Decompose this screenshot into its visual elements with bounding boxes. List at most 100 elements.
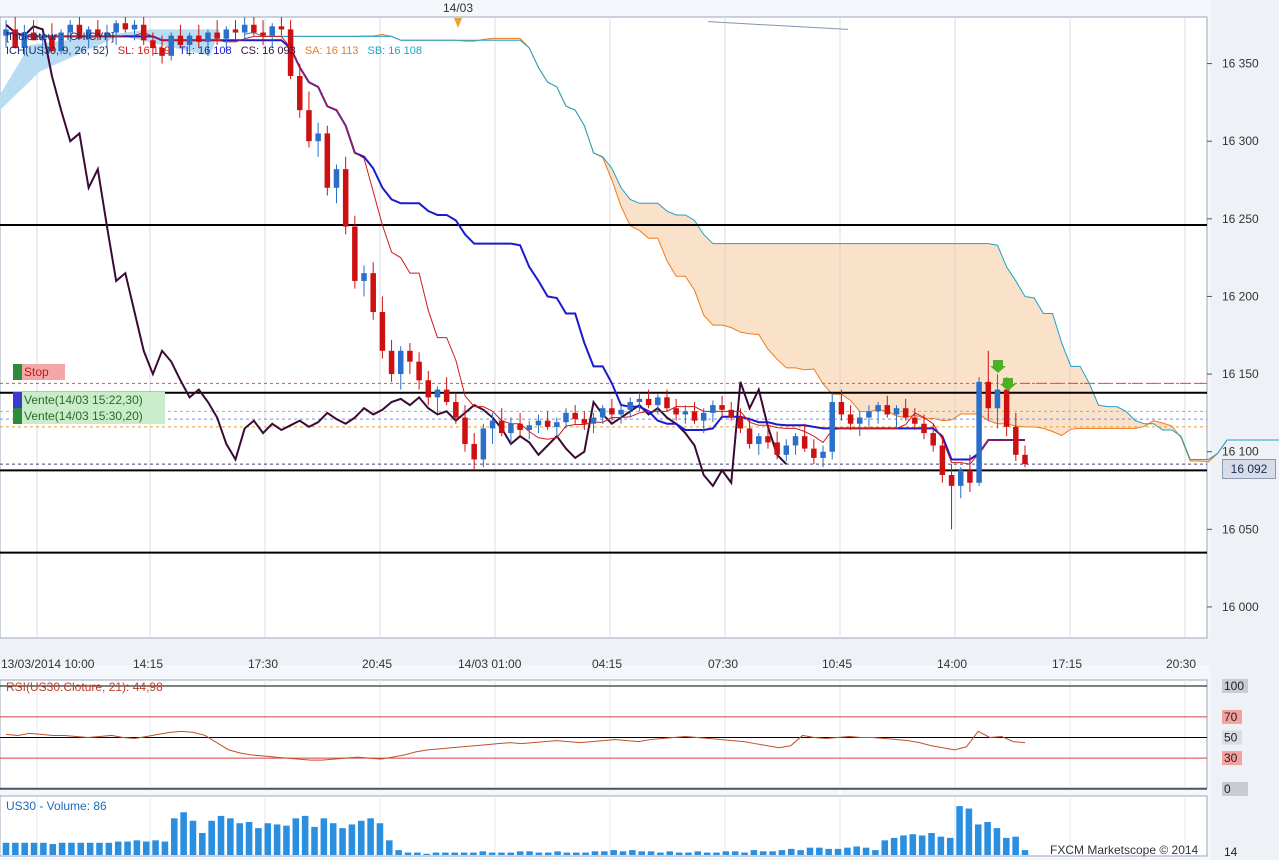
legend-tl: TL: 16 108 [179, 45, 232, 57]
volume-bar [498, 852, 505, 855]
candle-body [554, 422, 560, 427]
volume-bar [909, 834, 917, 855]
candle-body [710, 405, 716, 413]
candle-body [205, 32, 211, 42]
candle-body [829, 402, 835, 452]
volume-bar [825, 848, 832, 855]
rsi-level-label: 100 [1224, 679, 1244, 693]
candle-body [471, 443, 477, 460]
candle-body [599, 408, 606, 418]
candle-body [122, 23, 129, 30]
time-axis-label: 10:45 [822, 657, 852, 671]
volume-bar [666, 851, 674, 855]
rsi-level-badge [1222, 709, 1242, 724]
candle-body [177, 35, 184, 45]
volume-bar [788, 848, 795, 855]
volume-bar [797, 850, 804, 855]
candle-body [76, 24, 83, 39]
volume-bar [853, 846, 860, 855]
volume-bar [376, 823, 384, 855]
candle-body [159, 48, 165, 56]
volume-bar [395, 850, 402, 855]
volume-bar [329, 823, 337, 855]
time-axis-band [0, 639, 1279, 665]
volume-bar [713, 852, 720, 855]
volume-bar [816, 847, 823, 855]
volume-bar [769, 851, 776, 855]
volume-bar [152, 840, 159, 855]
candle-body [140, 24, 147, 41]
candle-body [361, 273, 367, 281]
volume-bar [339, 828, 346, 855]
volume-bar [731, 851, 739, 855]
candle-body [719, 405, 725, 410]
stop-order-label[interactable]: Stop [13, 364, 65, 380]
sell-order-label-1[interactable]: Vente(14/03 15:22,30) [13, 392, 165, 408]
volume-bar [189, 820, 197, 855]
sell-order-label-2[interactable]: Vente(14/03 15:30,20) [13, 408, 165, 424]
volume-bar [834, 848, 842, 855]
price-tick-label: 16 350 [1222, 57, 1259, 71]
volume-bar [647, 851, 655, 855]
volume-bar [161, 841, 169, 855]
candle-body [857, 417, 863, 424]
volume-bar [442, 852, 449, 855]
candle-body [95, 29, 101, 36]
rsi-line [5, 730, 1026, 761]
volume-bar [937, 836, 945, 855]
volume-bar [367, 818, 374, 855]
volume-bar [199, 833, 206, 855]
candle-body [948, 474, 955, 486]
candle-body [572, 412, 578, 420]
volume-bar [872, 850, 879, 855]
volume-bar [862, 847, 870, 855]
time-axis-label: 04:15 [592, 657, 622, 671]
volume-bar [572, 852, 580, 855]
time-axis-label: 14:00 [937, 657, 967, 671]
candle-body [801, 436, 808, 449]
volume-bar [217, 815, 225, 855]
volume-bar [58, 842, 66, 855]
rsi-level-label: 50 [1224, 731, 1238, 745]
volume-bar [292, 818, 300, 855]
candle-body [85, 29, 92, 39]
volume-bar [180, 812, 187, 855]
rsi-level-badge [1222, 679, 1248, 693]
trend-line [707, 21, 849, 30]
candle-body [67, 24, 74, 33]
volume-bar [245, 822, 253, 855]
candle-body [333, 169, 340, 188]
volume-bar [320, 818, 328, 855]
candle-body [232, 29, 239, 33]
candle-body [884, 405, 891, 415]
sell-flag-icon [13, 408, 22, 424]
candle-body [930, 433, 936, 446]
volume-bar [357, 820, 365, 855]
current-price-box: 16 092 [1222, 459, 1276, 479]
ichimoku-cloud-early [0, 29, 220, 111]
top-date-marker: 14/03 [443, 1, 473, 15]
volume-bar [208, 820, 215, 855]
candle-body [306, 110, 312, 142]
legend-prefix: ICH(US30, 9, 26, 52) [6, 45, 109, 57]
candle-body [342, 169, 349, 227]
time-axis-label: 17:30 [248, 657, 278, 671]
candle-body [21, 32, 28, 49]
candle-body [535, 420, 542, 426]
footer-copyright: FXCM Marketscope © 2014 [1050, 843, 1199, 857]
price-tick-label: 16 100 [1222, 445, 1259, 459]
volume-bar [591, 851, 599, 855]
time-axis-label: 20:30 [1166, 657, 1196, 671]
candle-body [287, 29, 294, 76]
candle-body [700, 412, 707, 421]
volume-bar [554, 851, 561, 855]
candle-body [1003, 389, 1010, 427]
volume-bar [582, 852, 589, 855]
candle-body [618, 409, 624, 415]
candle-body [590, 417, 597, 424]
volume-bar [30, 842, 38, 855]
rsi-level-badge [1222, 751, 1242, 766]
stop-text: Stop [24, 365, 49, 379]
volume-title: US30 - Volume: 86 [6, 799, 107, 813]
